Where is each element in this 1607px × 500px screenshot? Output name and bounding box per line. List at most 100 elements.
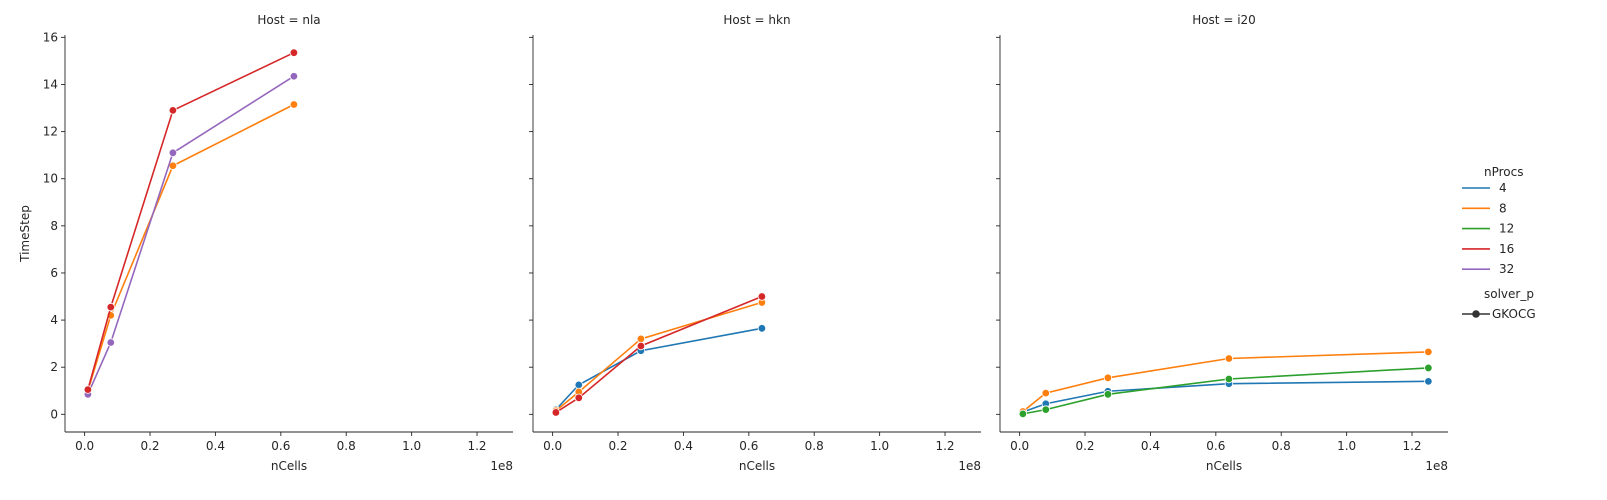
data-point (289, 48, 299, 57)
y-tick-label: 4 (50, 313, 58, 327)
x-offset-text: 1e8 (490, 459, 513, 473)
x-tick-label: 0.6 (271, 439, 290, 453)
x-tick-label: 0.2 (140, 439, 159, 453)
series-nprocs-16 (551, 292, 767, 417)
panels-layer: Host = nla 0 2 4 6 8 10 12 14 16 0.0 0.2 0.4 0.6 0.8 1.… (18, 13, 1448, 473)
data-point (636, 334, 646, 344)
data-point (1424, 377, 1433, 386)
facet-panel-2: Host = hkn 0.0 0.2 0.4 0.6 0.8 1.0 1.2 nCells 1e8 (529, 13, 981, 473)
data-point (1103, 390, 1113, 399)
legend-label: 8 (1499, 201, 1507, 215)
x-tick-label: 0.8 (337, 439, 356, 453)
data-point (1224, 354, 1234, 363)
data-point (1103, 373, 1113, 383)
legend-item-32: 32 (1462, 262, 1514, 276)
series-line (87, 75, 295, 395)
data-point (1018, 409, 1028, 419)
legend-label: 16 (1499, 242, 1514, 256)
data-point (1041, 405, 1050, 414)
series-line (87, 51, 295, 390)
x-tick-label: 0.4 (1141, 439, 1160, 453)
series-line (87, 103, 295, 392)
y-tick-label: 6 (50, 266, 58, 280)
legend-title-hue: nProcs (1484, 165, 1524, 179)
series-nprocs-8 (551, 298, 767, 415)
data-point (1224, 374, 1234, 384)
legend-label: 4 (1499, 181, 1507, 195)
y-axis-label: TimeStep (18, 205, 32, 263)
x-tick-label: 0.6 (1206, 439, 1225, 453)
x-tick-label: 0.0 (543, 439, 562, 453)
legend: nProcs 4 8 12 16 32 solver_p GKOCG (1462, 165, 1536, 321)
x-tick-label: 0.8 (1272, 439, 1291, 453)
series-nprocs-12 (1018, 363, 1433, 419)
series-nprocs-32 (83, 72, 299, 399)
data-point (1424, 347, 1433, 357)
data-point (551, 408, 561, 417)
y-tick-label: 14 (43, 77, 58, 91)
y-tick-label: 8 (50, 219, 58, 233)
data-point (574, 380, 583, 390)
x-tick-label: 0.4 (674, 439, 693, 453)
legend-item-12: 12 (1462, 222, 1514, 236)
x-offset-text: 1e8 (1425, 459, 1448, 473)
legend-item-style: GKOCG (1462, 307, 1536, 321)
data-point (106, 338, 115, 347)
x-axis-label: nCells (739, 459, 775, 473)
x-tick-label: 1.0 (1337, 439, 1356, 453)
series-nprocs-16 (83, 48, 299, 394)
x-tick-label: 0.2 (608, 439, 627, 453)
data-point (1041, 388, 1050, 398)
data-point (1424, 363, 1433, 373)
x-tick-label: 0.2 (1075, 439, 1094, 453)
series-nprocs-4 (1018, 377, 1433, 417)
series-line (555, 295, 763, 414)
x-offset-text: 1e8 (958, 459, 981, 473)
legend-item-8: 8 (1462, 201, 1507, 215)
data-point (757, 324, 767, 333)
y-tick-label: 16 (43, 30, 58, 44)
x-axis-label: nCells (1206, 459, 1242, 473)
x-tick-label: 0.0 (1010, 439, 1029, 453)
data-point (289, 100, 299, 109)
facet-panel-1: Host = nla 0 2 4 6 8 10 12 14 16 0.0 0.2 0.4 0.6 0.8 1.… (18, 13, 513, 473)
data-point (106, 302, 115, 312)
legend-item-16: 16 (1462, 242, 1514, 256)
x-tick-label: 1.0 (870, 439, 889, 453)
series-nprocs-8 (1018, 347, 1433, 416)
series-nprocs-8 (83, 100, 299, 395)
panel-title: Host = nla (257, 13, 320, 27)
legend-label: 32 (1499, 262, 1514, 276)
y-tick-label: 2 (50, 360, 58, 374)
x-tick-label: 0.4 (206, 439, 225, 453)
panel-title: Host = hkn (723, 13, 790, 27)
series-line (1022, 367, 1429, 415)
data-point (289, 72, 299, 81)
series-line (555, 301, 763, 412)
legend-title-style: solver_p (1484, 287, 1534, 301)
data-point (636, 341, 646, 351)
x-tick-label: 0.0 (75, 439, 94, 453)
x-tick-label: 1.0 (402, 439, 421, 453)
x-tick-label: 1.2 (1402, 439, 1421, 453)
data-point (83, 385, 93, 394)
data-point (574, 393, 583, 403)
data-point (168, 148, 178, 158)
legend-label: GKOCG (1492, 307, 1536, 321)
x-tick-label: 1.2 (935, 439, 954, 453)
data-point (168, 106, 178, 115)
legend-label: 12 (1499, 222, 1514, 236)
legend-item-4: 4 (1462, 181, 1507, 195)
y-tick-label: 0 (50, 407, 58, 421)
y-tick-label: 10 (43, 172, 58, 186)
x-tick-label: 0.8 (805, 439, 824, 453)
legend-marker (1472, 310, 1480, 318)
x-tick-label: 0.6 (739, 439, 758, 453)
data-point (757, 292, 767, 301)
y-tick-label: 12 (43, 125, 58, 139)
x-axis-label: nCells (271, 459, 307, 473)
facet-panel-3: Host = i20 0.0 0.2 0.4 0.6 0.8 1.0 1.2 nCells 1e8 (996, 13, 1448, 473)
x-tick-label: 1.2 (467, 439, 486, 453)
panel-title: Host = i20 (1192, 13, 1256, 27)
